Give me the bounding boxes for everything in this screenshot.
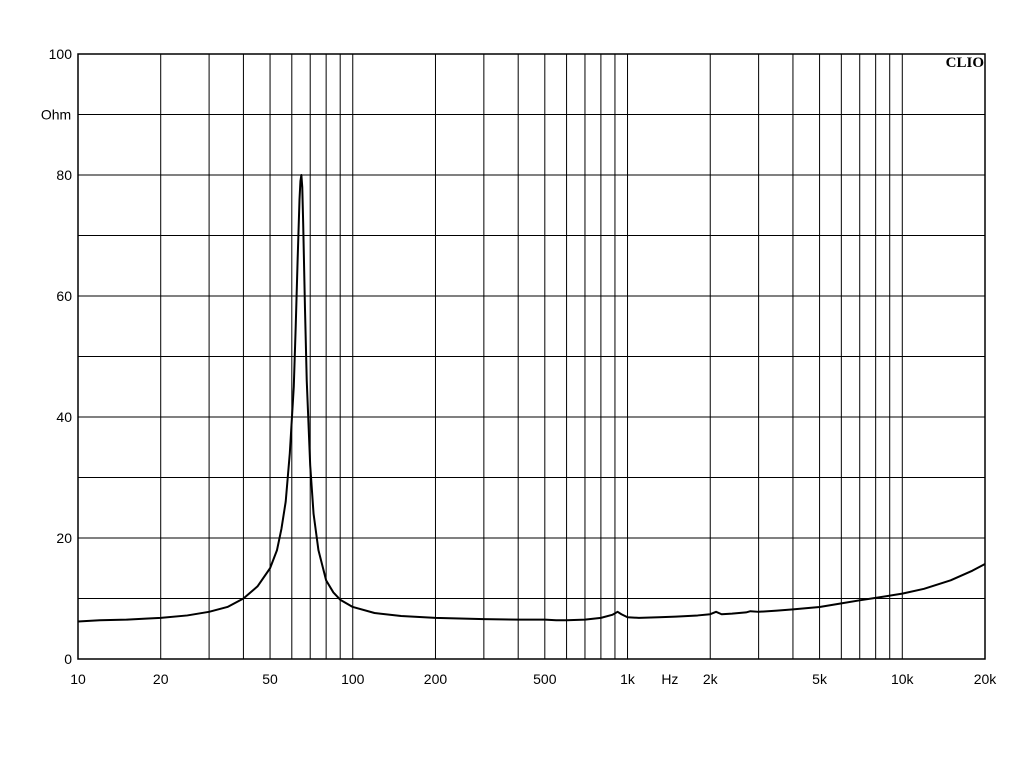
- y-tick-label: 100: [49, 46, 73, 62]
- y-tick-label: 80: [56, 167, 72, 183]
- x-tick-label: 5k: [812, 671, 828, 687]
- y-tick-label: 0: [64, 651, 72, 667]
- x-tick-label: 20: [153, 671, 169, 687]
- x-tick-label: 2k: [703, 671, 719, 687]
- x-tick-label: 50: [262, 671, 278, 687]
- grid-lines: [78, 54, 985, 659]
- y-tick-label: 40: [56, 409, 72, 425]
- x-tick-label: 10: [70, 671, 86, 687]
- clio-brand-label: CLIO: [946, 55, 984, 71]
- x-tick-label: 20k: [974, 671, 998, 687]
- tick-labels: 10 20 50 100 200 500 1k 2k 5k 10k 20k 0 20 40 60 80 100: [49, 46, 998, 687]
- impedance-series-line: [77, 174, 986, 623]
- x-tick-label: 100: [341, 671, 365, 687]
- x-tick-label: 10k: [891, 671, 915, 687]
- plot-frame: [77, 53, 986, 660]
- x-tick-label: 500: [533, 671, 557, 687]
- y-tick-label: 20: [56, 530, 72, 546]
- x-tick-label: 200: [424, 671, 448, 687]
- y-axis-label: Ohm: [41, 107, 71, 123]
- x-tick-label: 1k: [620, 671, 636, 687]
- x-axis-label: Hz: [661, 671, 678, 687]
- y-tick-label: 60: [56, 288, 72, 304]
- impedance-curve: [77, 174, 986, 623]
